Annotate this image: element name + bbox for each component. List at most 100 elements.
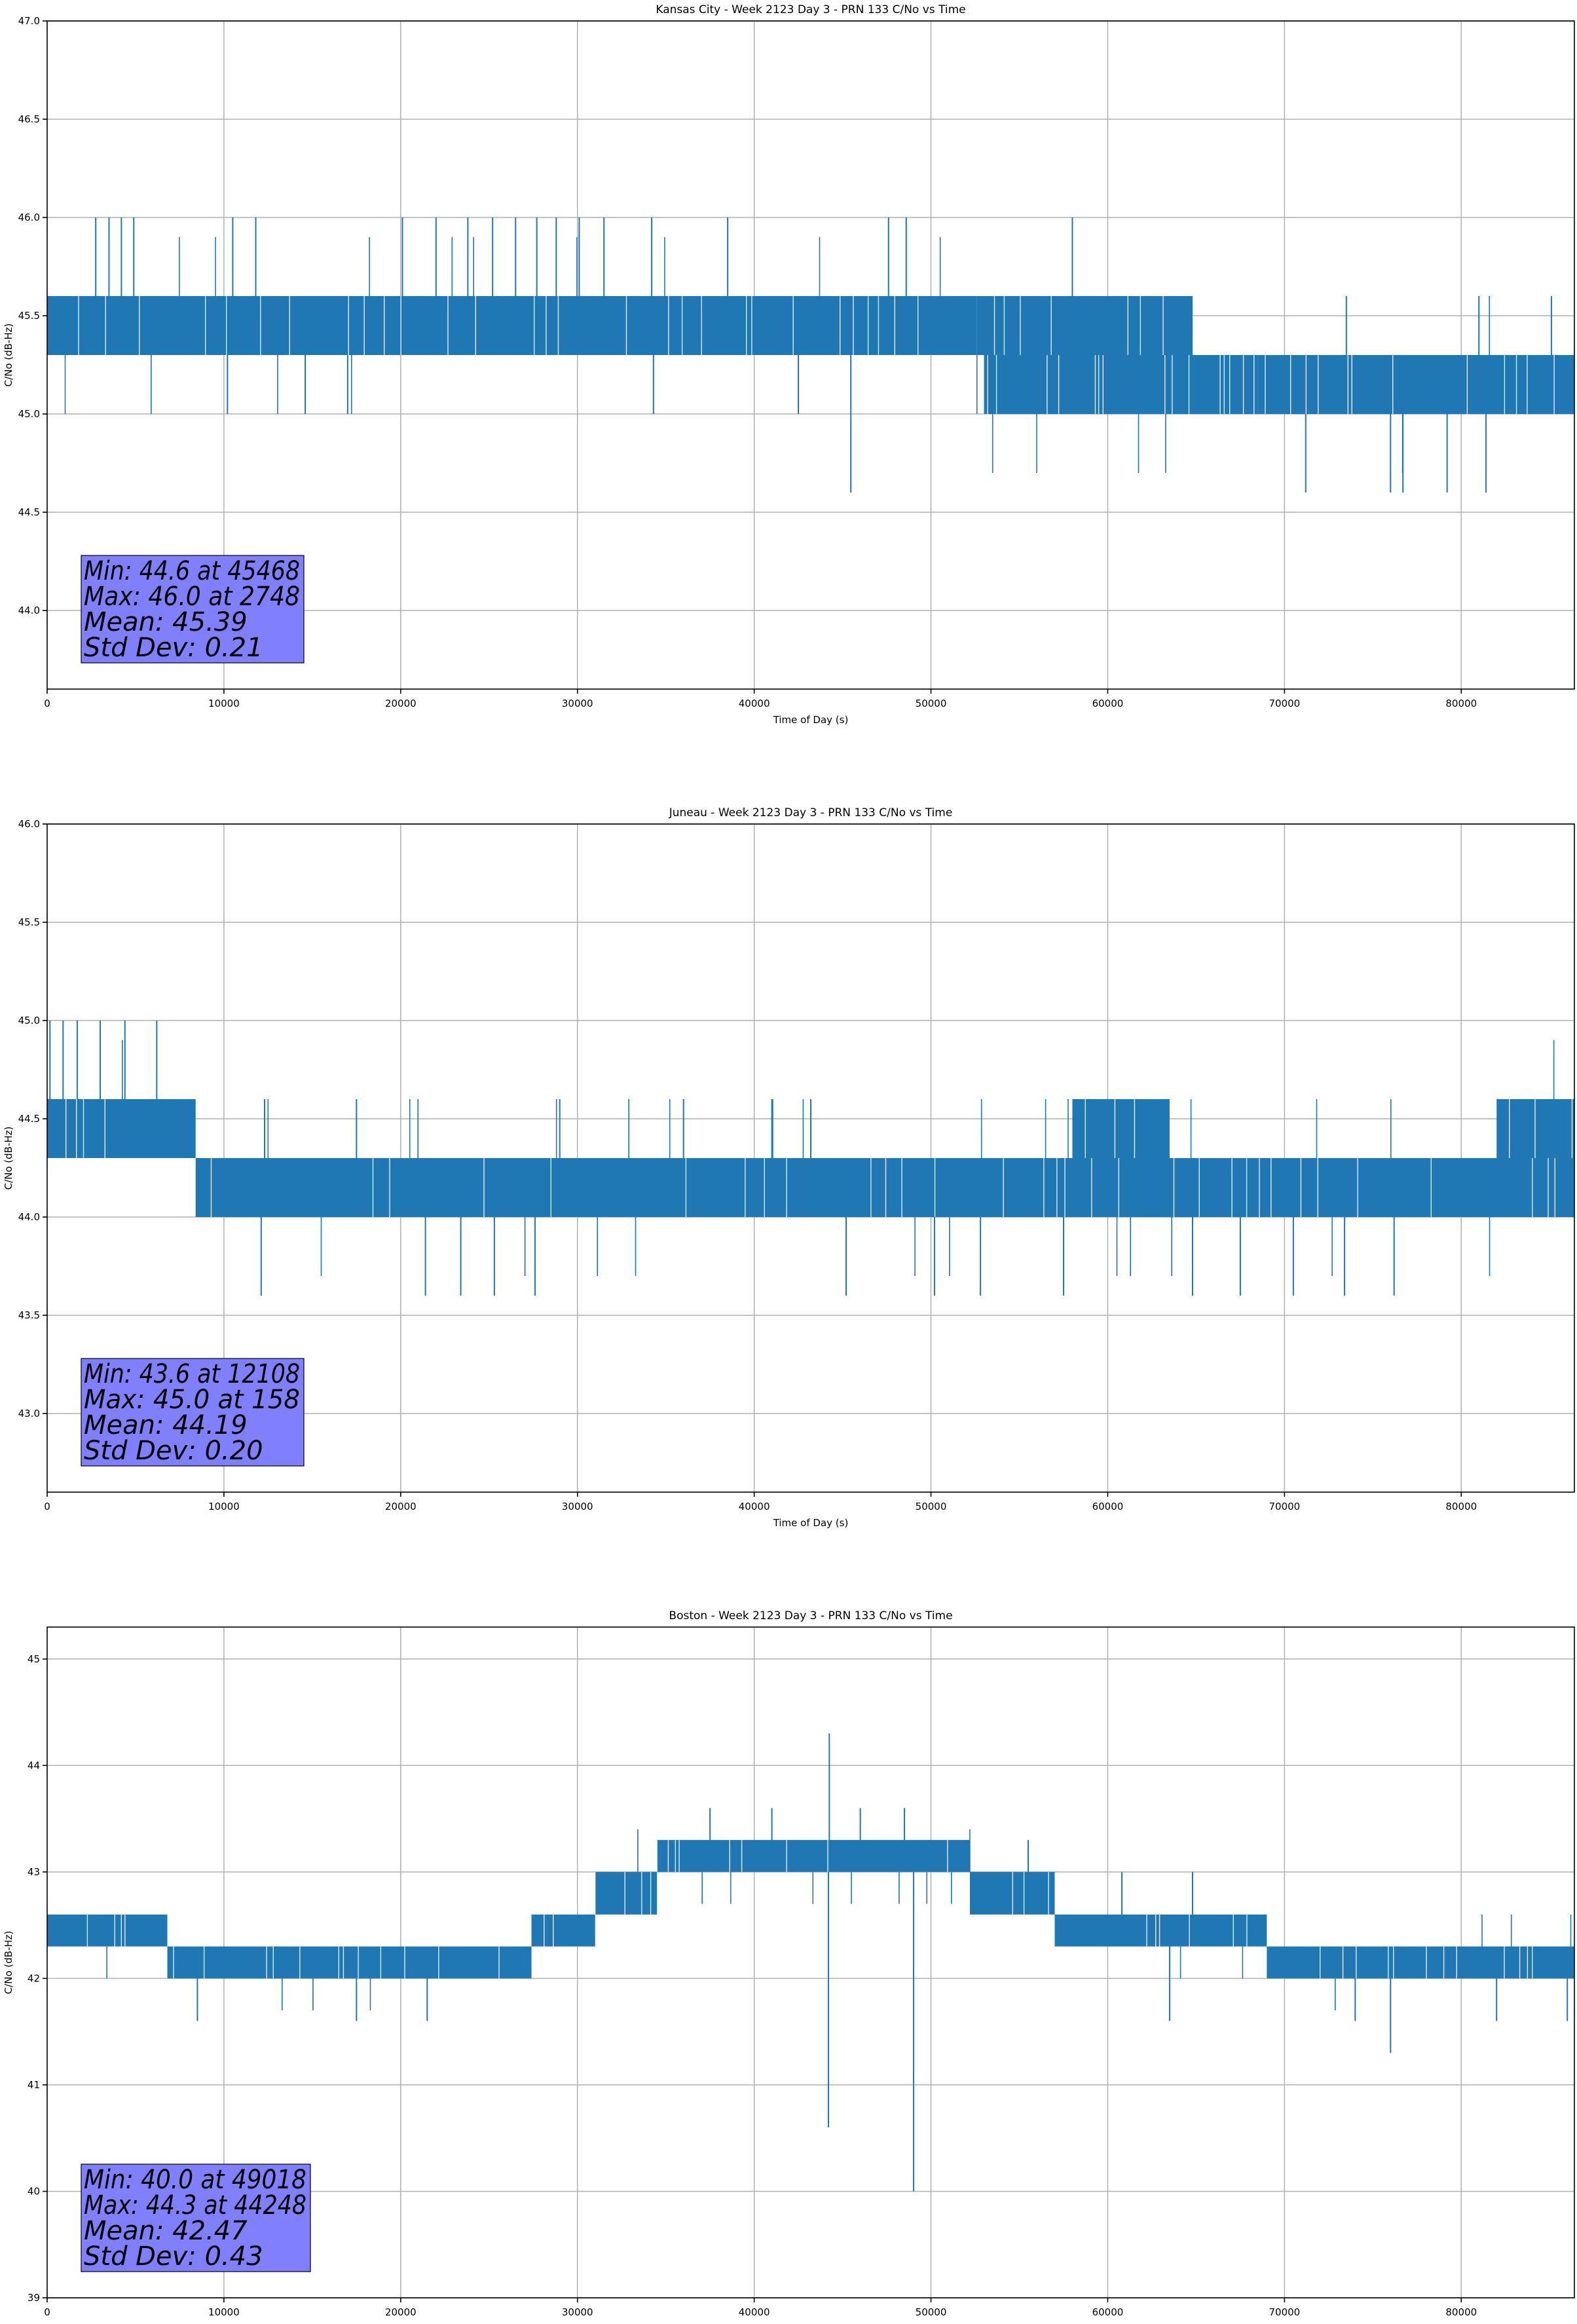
axes-frame bbox=[46, 20, 1575, 690]
y-tick-label: 44.0 bbox=[18, 605, 40, 616]
series-cno bbox=[47, 217, 1574, 493]
cno-band bbox=[47, 1914, 168, 1947]
cno-band-flicker bbox=[1496, 1040, 1555, 1217]
x-tick-label: 80000 bbox=[1445, 2306, 1477, 2318]
stats-line: Max: 46.0 at 2748 bbox=[84, 582, 300, 612]
cno-band-flicker bbox=[992, 414, 1166, 473]
x-tick-label: 60000 bbox=[1092, 698, 1124, 709]
y-axis-label: C/No (dB-Hz) bbox=[3, 324, 14, 387]
x-tick-label: 30000 bbox=[562, 698, 593, 709]
x-tick-label: 40000 bbox=[739, 2306, 770, 2318]
y-tick-label: 43 bbox=[28, 1866, 40, 1878]
cno-band bbox=[1054, 1914, 1267, 1947]
y-tick-label: 47.0 bbox=[18, 15, 40, 27]
x-tick-label: 70000 bbox=[1269, 698, 1300, 709]
y-tick-label: 45.5 bbox=[18, 310, 40, 322]
cno-band-gaps bbox=[544, 1914, 554, 1947]
y-tick-label: 45 bbox=[28, 1653, 40, 1665]
cno-band-gaps bbox=[1320, 1946, 1533, 1979]
x-axis-label: Time of Day (s) bbox=[773, 2323, 849, 2324]
x-tick-label: 50000 bbox=[916, 2306, 947, 2318]
series-cno bbox=[47, 1021, 1575, 1296]
series-cno bbox=[47, 1733, 1574, 2192]
y-tick-label: 44.5 bbox=[18, 506, 40, 518]
cno-band-gaps bbox=[1146, 1914, 1248, 1947]
x-tick-label: 0 bbox=[44, 698, 50, 709]
x-tick-label: 30000 bbox=[562, 2306, 593, 2318]
cno-band-gaps bbox=[86, 1914, 126, 1947]
cno-band-flicker bbox=[267, 1099, 1491, 1276]
cno-band-gaps bbox=[1085, 1099, 1136, 1158]
x-tick-label: 60000 bbox=[1092, 2306, 1124, 2318]
chart-panel-2: 0 10000 20000 30000 40000 50000 60000 70000 8000… bbox=[3, 806, 1575, 1529]
y-tick-label: 46.0 bbox=[18, 212, 40, 223]
y-tick-label: 44.0 bbox=[18, 1211, 40, 1223]
cno-band-gaps bbox=[656, 1840, 948, 1872]
y-tick-label: 43.0 bbox=[18, 1408, 40, 1419]
chart-title: Boston - Week 2123 Day 3 - PRN 133 C/No … bbox=[669, 1609, 952, 1622]
x-tick-label: 40000 bbox=[739, 1501, 770, 1512]
y-tick-label: 45.0 bbox=[18, 1015, 40, 1026]
x-tick-label: 70000 bbox=[1269, 2306, 1300, 2318]
y-tick-label: 46.0 bbox=[18, 818, 40, 830]
y-tick-label: 42 bbox=[28, 1972, 40, 1984]
y-tick-label: 45.0 bbox=[18, 408, 40, 420]
cno-band-gaps bbox=[173, 1946, 500, 1979]
x-tick-label: 0 bbox=[44, 1501, 50, 1512]
x-tick-label: 10000 bbox=[208, 1501, 240, 1512]
x-tick-label: 60000 bbox=[1092, 1501, 1124, 1512]
cno-band-gaps bbox=[1012, 1871, 1049, 1915]
cno-band-gaps bbox=[210, 1158, 1555, 1217]
y-tick-label: 40 bbox=[28, 2185, 40, 2197]
x-axis-label: Time of Day (s) bbox=[773, 1517, 849, 1529]
cno-band-gaps bbox=[993, 296, 1164, 355]
cno-band bbox=[47, 296, 977, 355]
cno-band-gaps bbox=[65, 1099, 105, 1158]
y-tick-label: 46.5 bbox=[18, 113, 40, 125]
cno-band-gaps bbox=[1265, 355, 1555, 414]
x-tick-label: 50000 bbox=[916, 1501, 947, 1512]
x-tick-label: 0 bbox=[44, 2306, 50, 2318]
stats-line: Min: 43.6 at 12108 bbox=[84, 1359, 300, 1389]
chart-title: Juneau - Week 2123 Day 3 - PRN 133 C/No … bbox=[669, 806, 953, 819]
cno-band-flicker bbox=[282, 1978, 371, 2011]
axes-frame bbox=[46, 823, 1575, 1493]
y-tick-label: 41 bbox=[28, 2079, 40, 2091]
stats-line: Max: 44.3 at 44248 bbox=[84, 2190, 306, 2221]
stats-box-background bbox=[81, 2164, 311, 2272]
cno-band-gaps bbox=[1509, 1099, 1573, 1158]
cno-band bbox=[595, 1871, 658, 1915]
stats-line: Max: 45.0 at 158 bbox=[84, 1385, 300, 1415]
cno-band-flicker bbox=[701, 1871, 952, 1904]
x-tick-label: 40000 bbox=[739, 698, 770, 709]
y-tick-label: 45.5 bbox=[18, 916, 40, 928]
x-tick-label: 20000 bbox=[385, 1501, 417, 1512]
cno-band-flicker bbox=[64, 237, 941, 414]
stats-line: Std Dev: 0.43 bbox=[84, 2241, 263, 2272]
stats-line: Std Dev: 0.20 bbox=[84, 1436, 263, 1466]
cno-band-gaps bbox=[78, 296, 919, 355]
y-axis-label: C/No (dB-Hz) bbox=[3, 1931, 14, 1995]
chart-panel-1: 0 10000 20000 30000 40000 50000 60000 70000 8000… bbox=[3, 3, 1575, 726]
stats-line: Mean: 44.19 bbox=[84, 1410, 248, 1440]
x-tick-label: 50000 bbox=[916, 698, 947, 709]
cno-band bbox=[657, 1840, 970, 1872]
y-tick-label: 44 bbox=[28, 1759, 40, 1771]
x-tick-label: 10000 bbox=[208, 2306, 240, 2318]
y-axis-label: C/No (dB-Hz) bbox=[3, 1127, 14, 1190]
stats-line: Mean: 42.47 bbox=[84, 2216, 248, 2246]
cno-band bbox=[984, 355, 1258, 414]
cno-band-gaps bbox=[987, 355, 1255, 414]
stats-line: Min: 40.0 at 49018 bbox=[84, 2165, 306, 2195]
cno-band bbox=[531, 1914, 595, 1947]
stats-line: Min: 44.6 at 45468 bbox=[84, 556, 300, 586]
chart-panel-3: 0 10000 20000 30000 40000 50000 60000 70000 8000… bbox=[3, 1609, 1575, 2324]
chart-title: Kansas City - Week 2123 Day 3 - PRN 133 … bbox=[656, 3, 965, 16]
y-tick-label: 43.5 bbox=[18, 1309, 40, 1321]
x-tick-label: 70000 bbox=[1269, 1501, 1300, 1512]
y-tick-label: 44.5 bbox=[18, 1113, 40, 1125]
y-tick-label: 39 bbox=[28, 2292, 40, 2304]
x-tick-label: 20000 bbox=[385, 698, 417, 709]
